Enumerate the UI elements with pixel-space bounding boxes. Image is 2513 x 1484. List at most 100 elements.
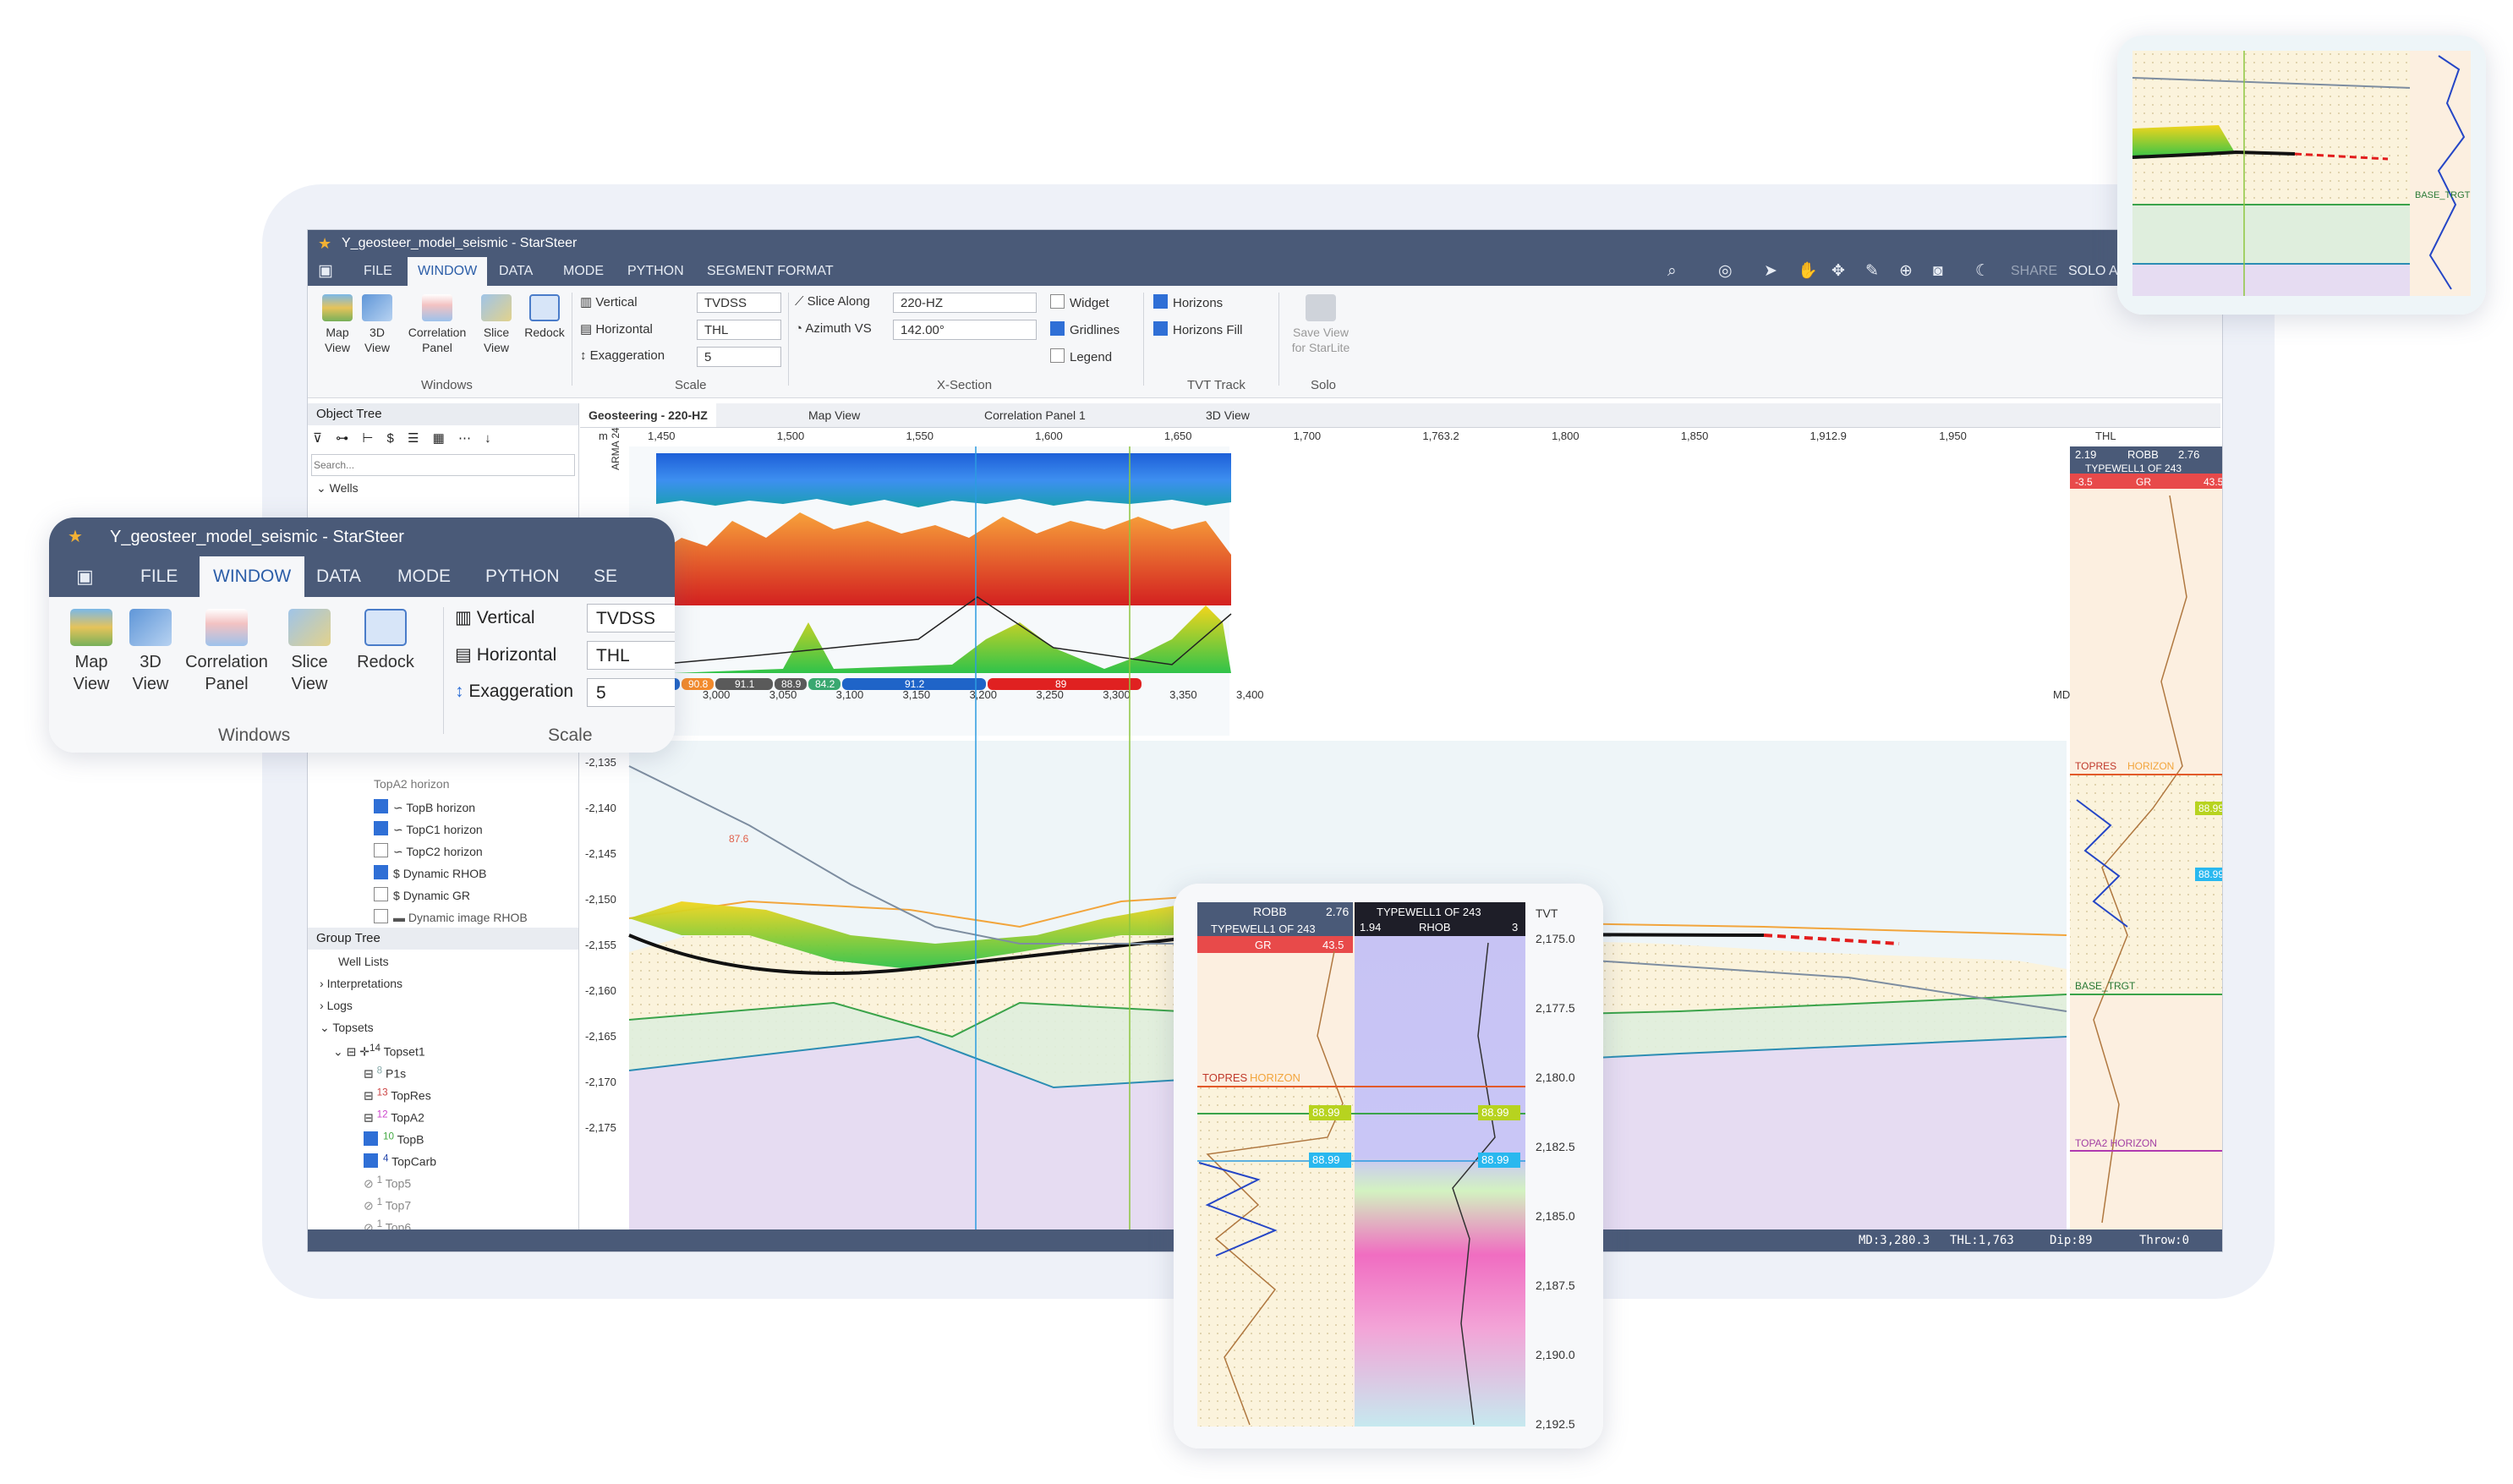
widget-toggle[interactable]: Widget xyxy=(1050,294,1109,310)
group-topsets[interactable]: ⌄ Topsets xyxy=(320,1021,374,1034)
location-icon[interactable]: ◎ xyxy=(1718,262,1733,280)
gridlines-checkbox[interactable] xyxy=(1050,321,1065,336)
callout-correlation-button[interactable]: Correlation Panel xyxy=(178,609,276,695)
save-view-button[interactable]: Save View for StarLite xyxy=(1285,294,1356,355)
horizons-fill-checkbox[interactable] xyxy=(1153,321,1168,336)
menu-segment-format[interactable]: SEGMENT FORMAT xyxy=(707,264,834,278)
vertical-scale-select[interactable]: TVDSS xyxy=(697,293,781,313)
callout-menu-data[interactable]: DATA xyxy=(316,567,361,586)
callout-save-icon[interactable]: ▣ xyxy=(76,566,94,587)
search-icon[interactable]: ⌕ xyxy=(1667,262,1677,280)
zoom-icon[interactable]: ⊕ xyxy=(1899,262,1913,280)
segment-label: 89 xyxy=(1055,678,1067,690)
group-top5[interactable]: ⊘ 1 Top5 xyxy=(364,1175,412,1191)
menu-python[interactable]: PYTHON xyxy=(627,264,684,278)
group-topres[interactable]: ⊟ 13 TopRes xyxy=(364,1087,431,1103)
slice-view-button[interactable]: Slice View xyxy=(475,294,517,355)
horizontal-scale-label: ▤ Horizontal xyxy=(580,322,653,337)
callout-map-view-button[interactable]: Map View xyxy=(61,609,122,695)
save-icon[interactable]: ▣ xyxy=(318,262,333,280)
group-interpretations[interactable]: › Interpretations xyxy=(320,977,403,990)
tab-map-view[interactable]: Map View xyxy=(808,408,861,422)
callout-menu-window[interactable]: WINDOW xyxy=(200,556,305,597)
callout-menu-mode[interactable]: MODE xyxy=(397,567,451,586)
tab-correlation-panel[interactable]: Correlation Panel 1 xyxy=(984,408,1086,422)
cross-section-zoom: BASE_TRGT xyxy=(2117,36,2486,315)
group-topset1[interactable]: ⌄ ⊟ ✛14 Topset1 xyxy=(333,1043,425,1059)
azimuth-input[interactable]: 142.00° xyxy=(893,320,1037,340)
callout-menu-python[interactable]: PYTHON xyxy=(485,567,560,586)
callout-vertical-select[interactable]: TVDSS xyxy=(587,604,675,632)
horizontal-scale-select[interactable]: THL xyxy=(697,320,781,340)
callout-menu-segment[interactable]: SE xyxy=(594,567,618,586)
group-topb[interactable]: 10 TopB xyxy=(364,1131,424,1147)
group-topa2[interactable]: ⊟ 12 TopA2 xyxy=(364,1109,424,1125)
segment-bar[interactable] xyxy=(715,678,773,690)
map-view-button[interactable]: Map View xyxy=(316,294,359,355)
tab-3d-view[interactable]: 3D View xyxy=(1206,408,1250,422)
callout-exaggeration-select[interactable]: 5 xyxy=(587,678,675,707)
svg-text:-3.5: -3.5 xyxy=(2075,476,2093,488)
move-icon[interactable]: ✥ xyxy=(1831,262,1845,280)
menu-file[interactable]: FILE xyxy=(364,264,392,278)
tree-topa2-horizon[interactable]: TopA2 horizon xyxy=(374,777,450,791)
dark-mode-icon[interactable]: ☾ xyxy=(1975,262,1990,280)
object-tree-toolbar[interactable]: ⊽ ⊶ ⊢ $ ☰ ▦ ⋯ ↓ xyxy=(313,431,496,446)
tree-dynamic-gr[interactable]: $ Dynamic GR xyxy=(374,887,470,902)
callout-redock-button[interactable]: Redock xyxy=(353,609,418,673)
callout-menu-file[interactable]: FILE xyxy=(140,567,178,586)
group-top7[interactable]: ⊘ 1 Top7 xyxy=(364,1197,412,1213)
widget-checkbox[interactable] xyxy=(1050,294,1065,309)
pointer-icon[interactable]: ➤ xyxy=(1764,262,1777,280)
object-tree-search[interactable] xyxy=(311,454,575,476)
camera-icon[interactable]: ◙ xyxy=(1933,262,1943,280)
callout-3d-view-button[interactable]: 3D View xyxy=(127,609,174,695)
horizons-fill-toggle[interactable]: Horizons Fill xyxy=(1153,321,1243,337)
tvt-tick: 2,175.0 xyxy=(1536,932,1575,945)
horizons-checkbox[interactable] xyxy=(1153,294,1168,309)
solo-button[interactable]: SOLO A xyxy=(2068,264,2118,278)
segment-bar[interactable] xyxy=(775,678,807,690)
tvt-tick: 2,187.5 xyxy=(1536,1279,1575,1292)
legend-toggle[interactable]: Legend xyxy=(1050,348,1112,364)
legend-checkbox[interactable] xyxy=(1050,348,1065,363)
hand-icon[interactable]: ✋ xyxy=(1798,262,1818,280)
exaggeration-select[interactable]: 5 xyxy=(697,347,781,367)
tree-topc1-horizon[interactable]: ∽ TopC1 horizon xyxy=(374,821,483,837)
group-tree-header: Group Tree xyxy=(308,928,578,950)
menu-mode[interactable]: MODE xyxy=(563,264,604,278)
md-tick: 3,350 xyxy=(1169,688,1197,701)
correlation-panel-button[interactable]: Correlation Panel xyxy=(401,294,474,355)
horizons-toggle[interactable]: Horizons xyxy=(1153,294,1223,310)
group-topcarb[interactable]: 4 TopCarb xyxy=(364,1153,436,1169)
segment-bar[interactable] xyxy=(808,678,840,690)
redock-button[interactable]: Redock xyxy=(521,294,568,340)
tree-wells[interactable]: ⌄ Wells xyxy=(316,481,359,495)
gridlines-toggle[interactable]: Gridlines xyxy=(1050,321,1120,337)
thl-tick: 1,450 xyxy=(648,430,676,442)
geosteering-view[interactable]: m 1,450 1,500 1,550 1,600 1,650 1,700 1,763.2 1… xyxy=(580,428,2222,1251)
tab-geosteering[interactable]: Geosteering - 220-HZ xyxy=(580,403,716,427)
tree-dynamic-image-rhob[interactable]: ▬ Dynamic image RHOB xyxy=(374,909,528,924)
3d-view-button[interactable]: 3D View xyxy=(360,294,394,355)
group-logs[interactable]: › Logs xyxy=(320,999,353,1012)
segment-bar[interactable] xyxy=(842,678,986,690)
group-well-lists[interactable]: Well Lists xyxy=(338,955,389,968)
tree-topb-horizon[interactable]: ∽ TopB horizon xyxy=(374,799,475,815)
tvt-group-label: TVT Track xyxy=(1187,378,1246,392)
share-button[interactable]: SHARE xyxy=(2011,264,2058,278)
zoom-tvt-unit: TVT xyxy=(1536,906,1558,920)
svg-text:HORIZON: HORIZON xyxy=(1250,1071,1300,1084)
callout-horizontal-select[interactable]: THL xyxy=(587,641,675,670)
edit-icon[interactable]: ✎ xyxy=(1865,262,1879,280)
title-bar: ★ Y_geosteer_model_seismic - StarSteer xyxy=(308,230,2222,257)
segment-bar[interactable] xyxy=(988,678,1142,690)
menu-data[interactable]: DATA xyxy=(499,264,534,278)
callout-slice-view-button[interactable]: Slice View xyxy=(279,609,340,695)
tree-dynamic-rhob[interactable]: $ Dynamic RHOB xyxy=(374,865,486,880)
segment-bar[interactable] xyxy=(682,678,714,690)
slice-along-select[interactable]: 220-HZ xyxy=(893,293,1037,313)
menu-window[interactable]: WINDOW xyxy=(408,257,488,286)
group-p1s[interactable]: ⊟ 8 P1s xyxy=(364,1065,407,1081)
tree-topc2-horizon[interactable]: ∽ TopC2 horizon xyxy=(374,843,483,859)
